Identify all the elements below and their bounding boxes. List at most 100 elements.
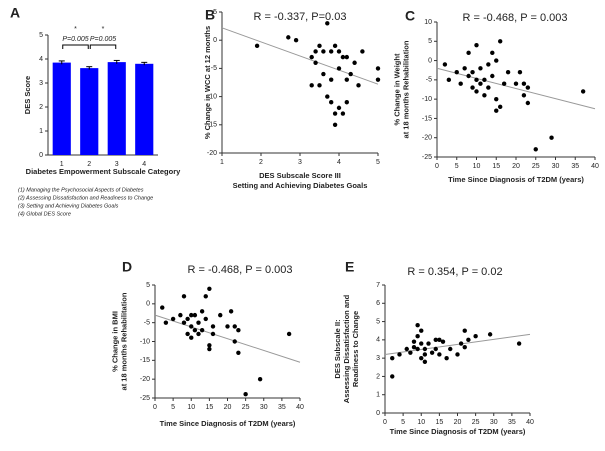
data-point: [236, 328, 241, 333]
data-point: [433, 346, 438, 352]
data-point: [178, 312, 183, 318]
y-tick-label: -25: [422, 154, 432, 161]
y-tick-label: -15: [422, 115, 432, 122]
data-point: [309, 83, 314, 88]
data-point: [466, 50, 471, 56]
data-point: [163, 320, 169, 325]
x-tick-label: 10: [187, 404, 195, 411]
x-tick-label: 1: [60, 161, 64, 168]
data-point: [196, 320, 201, 325]
data-point: [196, 331, 201, 337]
x-tick-label: 25: [532, 163, 540, 170]
data-point: [470, 85, 475, 90]
data-point: [332, 122, 338, 128]
data-point: [203, 294, 208, 299]
y-axis-label: % Change in BMI: [110, 311, 119, 372]
x-axis-label: Time Since Diagnosis of T2DM (years): [448, 175, 584, 184]
footnote: (4) Global DES Score: [18, 211, 71, 217]
x-tick-label: 1: [220, 159, 224, 166]
data-point: [390, 374, 395, 379]
data-point: [243, 392, 248, 397]
y-tick-label: 2: [39, 104, 43, 111]
x-tick-label: 5: [171, 404, 175, 411]
panel-letter: A: [10, 5, 20, 21]
y-tick-label: -15: [140, 357, 150, 364]
data-point: [352, 60, 357, 65]
y-tick-label: -15: [207, 122, 217, 129]
data-point: [340, 111, 346, 116]
data-point: [433, 337, 438, 343]
data-point: [375, 77, 381, 82]
data-point: [516, 341, 522, 346]
bar: [107, 62, 126, 156]
x-tick-label: 35: [278, 404, 286, 411]
y-tick-label: 5: [428, 38, 432, 45]
y-tick-label: -10: [422, 96, 432, 103]
data-point: [422, 346, 428, 352]
data-point: [236, 350, 241, 355]
data-point: [462, 66, 467, 71]
y-axis-label: at 18 months Rehabilitation: [401, 40, 410, 138]
footnote: (1) Managing the Psychosocial Aspects of…: [18, 187, 144, 193]
data-point: [494, 108, 499, 113]
x-tick-label: 5: [401, 419, 405, 426]
y-tick-label: 1: [39, 128, 43, 135]
data-point: [470, 69, 475, 75]
y-tick-label: 2: [376, 373, 380, 380]
data-point: [228, 309, 234, 314]
x-tick-label: 30: [552, 163, 560, 170]
x-tick-label: 35: [508, 419, 516, 426]
y-tick-label: -10: [140, 338, 150, 345]
y-axis-label: % Change in Weight: [392, 53, 401, 125]
data-point: [329, 100, 334, 105]
data-point: [317, 83, 322, 88]
data-point: [490, 50, 495, 56]
data-point: [454, 69, 459, 75]
data-point: [419, 328, 424, 333]
data-point: [580, 89, 586, 94]
chart-title: R = -0.468, P = 0.003: [463, 12, 568, 24]
data-point: [325, 94, 330, 99]
data-point: [309, 54, 314, 60]
y-axis-label: Readiness to Change: [351, 311, 360, 387]
y-tick-label: -5: [426, 77, 432, 84]
y-tick-label: 0: [376, 410, 380, 417]
data-point: [422, 352, 428, 357]
data-point: [404, 346, 409, 352]
x-tick-label: 25: [472, 419, 480, 426]
x-tick-label: 30: [260, 404, 268, 411]
y-tick-label: 7: [376, 282, 380, 289]
data-point: [533, 147, 538, 152]
data-point: [181, 294, 187, 299]
x-axis-label: Time Since Diagnosis of T2DM (years): [160, 419, 296, 428]
data-point: [419, 355, 424, 361]
data-point: [321, 71, 326, 77]
x-tick-label: 30: [490, 419, 498, 426]
data-point: [336, 105, 342, 111]
y-tick-label: 4: [376, 337, 380, 344]
x-tick-label: 5: [455, 163, 459, 170]
data-point: [218, 312, 223, 318]
data-point: [455, 352, 460, 357]
data-point: [462, 328, 467, 333]
chart-title: R = -0.337, P=0.03: [254, 11, 347, 23]
data-point: [549, 135, 554, 140]
data-point: [189, 312, 194, 318]
x-tick-label: 4: [337, 159, 341, 166]
data-point: [207, 346, 212, 352]
data-point: [375, 66, 381, 71]
x-tick-label: 0: [153, 404, 157, 411]
x-tick-label: 15: [492, 163, 500, 170]
y-tick-label: 5: [376, 318, 380, 325]
data-point: [429, 350, 435, 355]
y-tick-label: -20: [422, 135, 432, 142]
data-point: [321, 49, 326, 54]
data-point: [257, 376, 263, 382]
y-axis-label: % Change in WCC at 12 months: [203, 26, 212, 139]
bar: [52, 62, 71, 155]
data-point: [446, 77, 452, 83]
y-tick-label: -20: [140, 376, 150, 383]
significance-bracket: [89, 44, 117, 49]
data-point: [313, 60, 318, 65]
x-tick-label: 40: [526, 419, 534, 426]
